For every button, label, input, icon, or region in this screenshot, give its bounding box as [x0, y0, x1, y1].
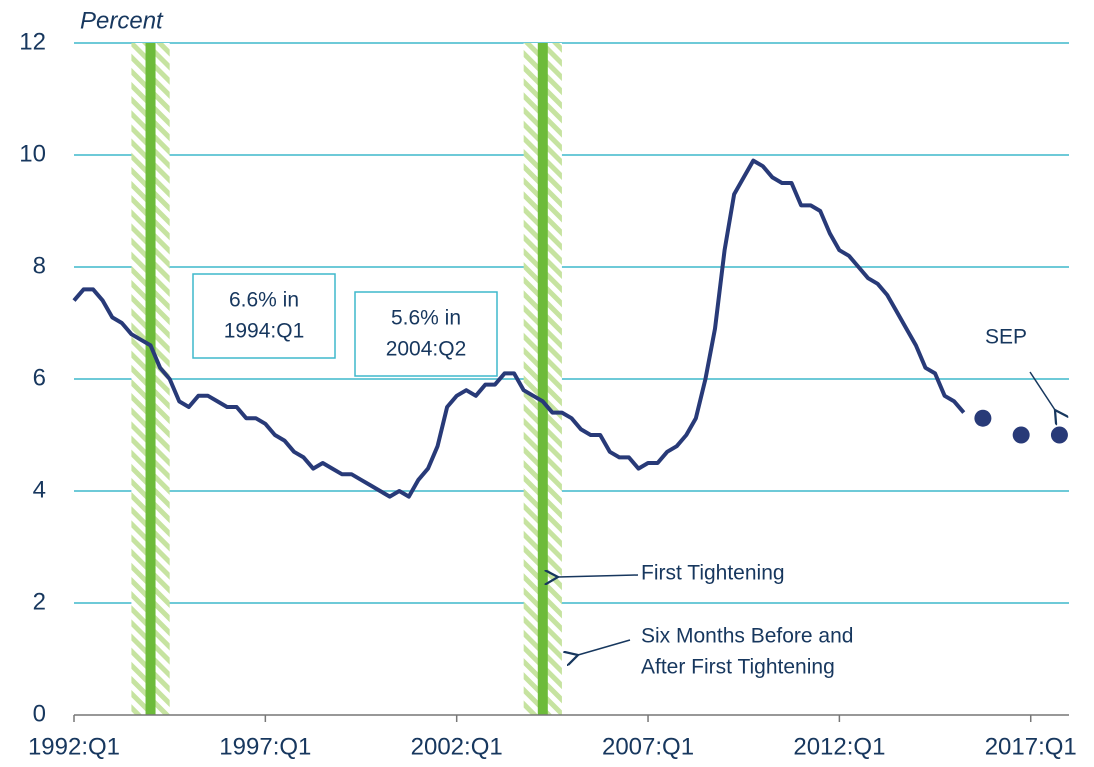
arrow	[578, 639, 631, 655]
y-tick-label: 8	[33, 252, 46, 279]
y-tick-label: 4	[33, 476, 46, 503]
y-axis-label: Percent	[80, 7, 164, 34]
x-tick-label: 1992:Q1	[28, 733, 120, 760]
x-tick-label: 2007:Q1	[602, 733, 694, 760]
annotation: 6.6% in	[229, 289, 299, 312]
arrow	[1029, 371, 1055, 410]
sep-label: SEP	[985, 326, 1027, 349]
annotation: 1994:Q1	[224, 320, 305, 343]
foreground-layer: 0 2 4 6 8 10 12 1992:Q1 1997:Q1 2002:Q1 2007:Q1 201…	[19, 28, 1076, 760]
x-tick-label: 2012:Q1	[793, 733, 885, 760]
annotation: 2004:Q2	[386, 338, 467, 361]
y-tick-label: 6	[33, 364, 46, 391]
annotation: 5.6% in	[391, 307, 461, 330]
x-tick-label: 1997:Q1	[219, 733, 311, 760]
annotation-box	[354, 291, 498, 377]
x-tick-label: 2017:Q1	[985, 733, 1077, 760]
x-tick-label: 2002:Q1	[411, 733, 503, 760]
annotation: After First Tightening	[641, 656, 835, 679]
y-tick-label: 2	[33, 588, 46, 615]
y-tick-label: 10	[19, 140, 46, 167]
arrow	[558, 575, 639, 577]
sep-dot	[1012, 426, 1030, 444]
data-line	[72, 158, 966, 499]
background-layer	[73, 42, 1069, 722]
annotation-box	[192, 273, 336, 359]
y-tick-label: 12	[19, 28, 46, 55]
annotation: First Tightening	[641, 562, 785, 585]
sep-dot	[1050, 426, 1068, 444]
annotation: Six Months Before and	[641, 625, 853, 648]
sep-dot	[974, 409, 992, 427]
y-tick-label: 0	[33, 700, 46, 727]
